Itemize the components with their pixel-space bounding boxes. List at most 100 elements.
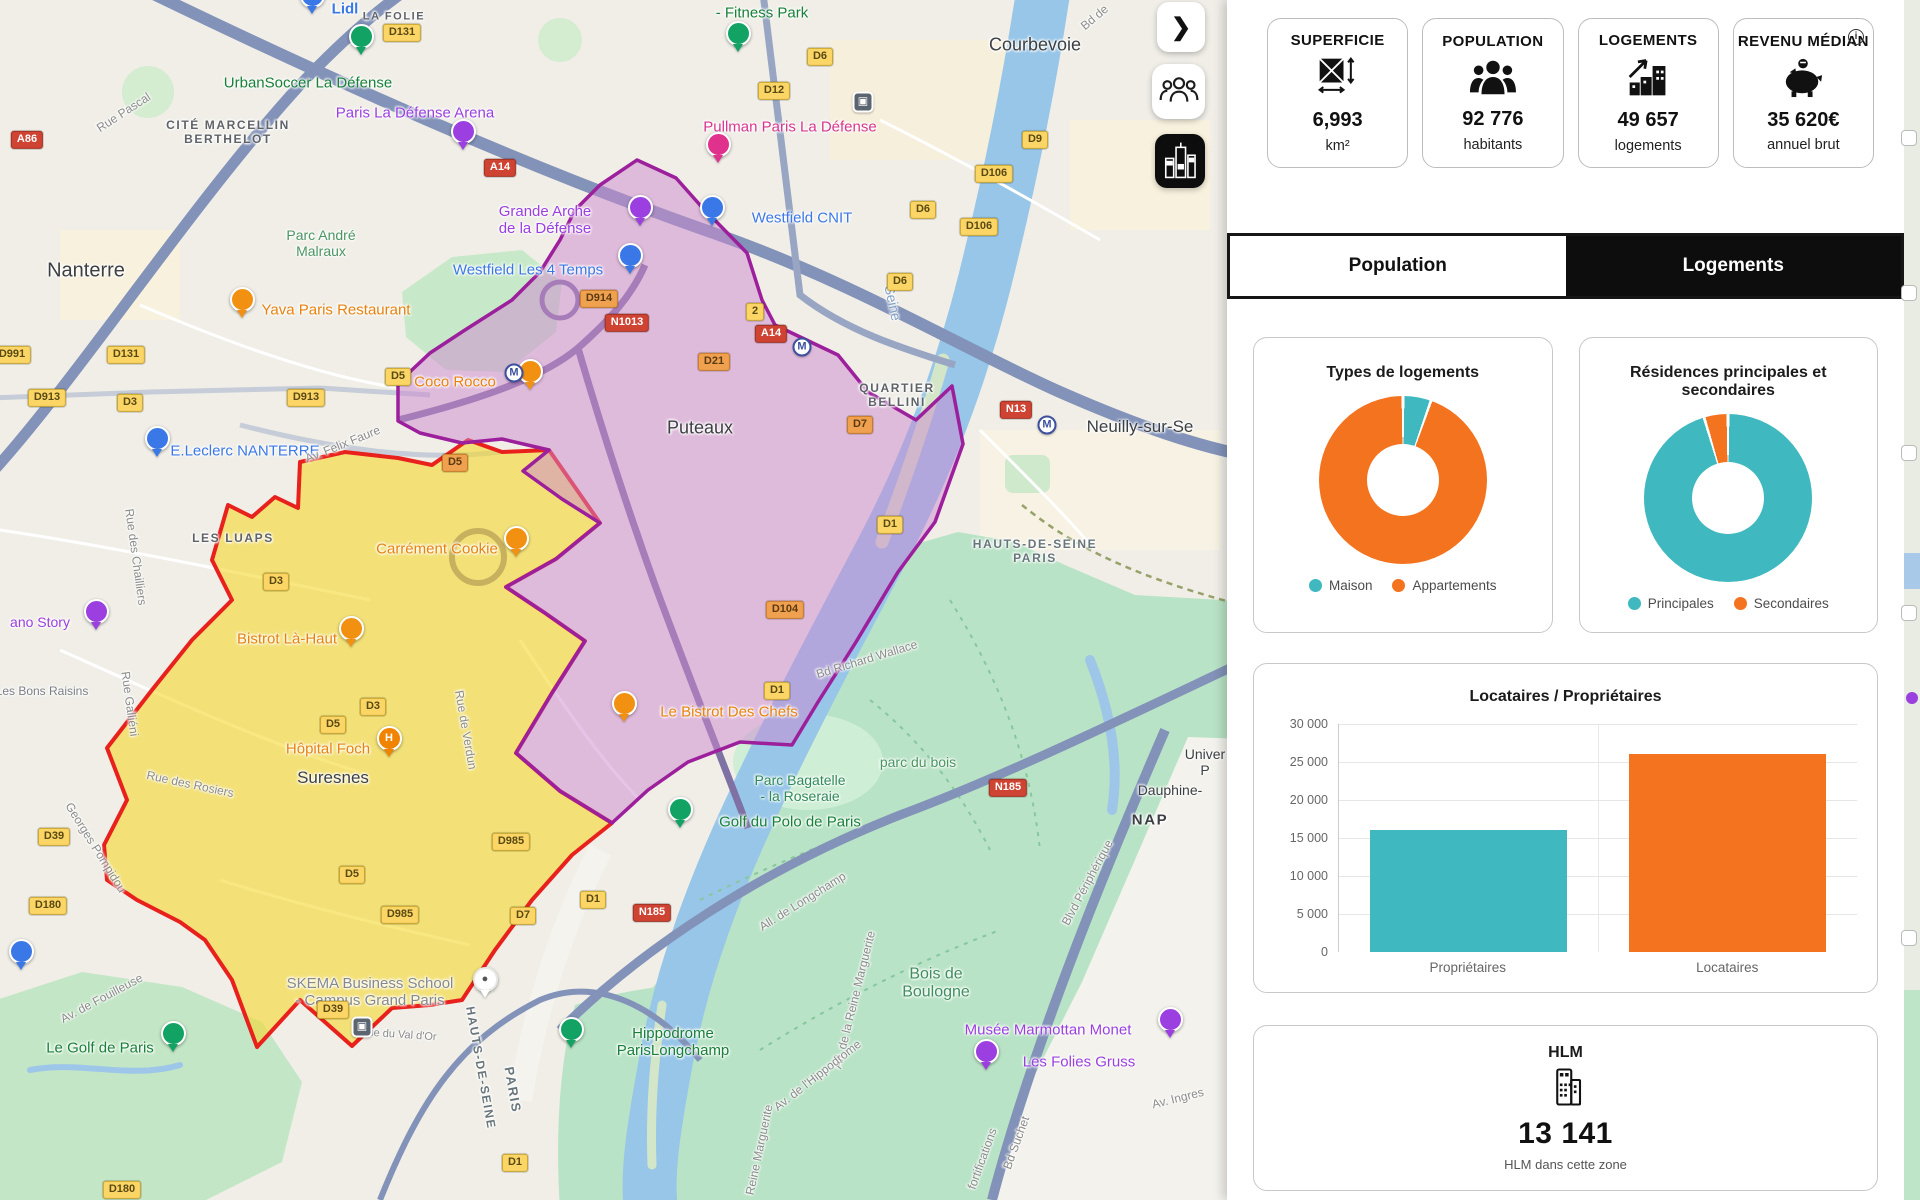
carrement-cookie-pin[interactable] <box>503 526 529 557</box>
road-a14-n13 <box>152 0 1232 458</box>
legend-item-maison[interactable]: Maison <box>1308 578 1372 593</box>
arena-pin[interactable] <box>450 119 476 150</box>
chart-card-residences: Résidences principales et secondaires Pr… <box>1578 337 1878 633</box>
chart-title: Types de logements <box>1326 364 1480 381</box>
urbansoccer-pin[interactable] <box>348 24 374 55</box>
westfield-cnit-pin[interactable] <box>699 195 725 226</box>
locker-pin[interactable] <box>8 939 34 970</box>
road-badge-D1: D1 <box>579 890 607 910</box>
park-golf-de-paris <box>0 972 302 1200</box>
road-badge-D180: D180 <box>102 1180 142 1200</box>
stat-caption: km² <box>1325 137 1350 154</box>
road-badge-N185: N185 <box>988 778 1028 798</box>
chart-legend: Principales Secondaires <box>1627 596 1829 611</box>
train-station-icon[interactable]: ▣ <box>351 1016 373 1038</box>
train-station-icon[interactable]: ▣ <box>852 91 874 113</box>
stats-sidebar: SUPERFICIE 6,993 km² POPULATION <box>1227 0 1904 1200</box>
stat-title: POPULATION <box>1442 33 1544 51</box>
road-badge-N13: N13 <box>999 400 1033 420</box>
legend-item-secondaires[interactable]: Secondaires <box>1733 596 1829 611</box>
yava-restaurant-pin[interactable] <box>229 287 255 318</box>
golf-polo-pin[interactable] <box>667 797 693 828</box>
info-icon[interactable]: i <box>1848 29 1864 45</box>
road-badge-D3: D3 <box>262 572 290 592</box>
bar-plot: 0 5 000 10 000 15 000 20 000 25 000 30 000 <box>1274 717 1857 959</box>
road-badge-D39: D39 <box>37 827 71 847</box>
chart-card-types-logements: Types de logements Maison Appartements <box>1253 337 1553 633</box>
legend-label: Principales <box>1647 596 1714 611</box>
road-badge-D3: D3 <box>359 697 387 717</box>
stat-caption: annuel brut <box>1767 137 1840 154</box>
metro-station-icon[interactable]: M <box>1037 415 1057 435</box>
road-badge-D985: D985 <box>380 905 420 925</box>
y-tick-label: 25 000 <box>1289 755 1328 769</box>
stat-card-logements: LOGEMENTS 49 657 logements <box>1577 18 1719 168</box>
group-icon <box>1159 74 1199 109</box>
gridline <box>1339 800 1857 801</box>
piggy-bank-icon <box>1780 56 1826 103</box>
stat-value: 49 657 <box>1617 109 1679 132</box>
buildings-layer-button[interactable] <box>1155 134 1205 188</box>
hlm-card: HLM 13 141 HLM dans cette zone <box>1253 1025 1878 1191</box>
stat-title: SUPERFICIE <box>1290 32 1385 50</box>
road-badge-D913: D913 <box>27 388 67 408</box>
small-park <box>538 18 582 62</box>
bar-propriétaires <box>1370 830 1567 952</box>
leclerc-pin[interactable] <box>144 426 170 457</box>
zone-purple-puteaux[interactable] <box>396 158 965 825</box>
y-tick-label: 5 000 <box>1296 907 1328 921</box>
legend-dot <box>1392 579 1406 592</box>
donut-chart-residences <box>1644 414 1813 582</box>
road-badge-A86: A86 <box>10 130 44 150</box>
legend-dot <box>1733 597 1747 610</box>
folies-gruss-pin[interactable] <box>973 1039 999 1070</box>
ano-story-pin[interactable] <box>83 599 109 630</box>
riverside-strip <box>508 844 611 1102</box>
road-badge-D914: D914 <box>579 289 619 309</box>
stat-caption: logements <box>1614 137 1682 154</box>
road-badge-D131: D131 <box>382 23 422 43</box>
pullman-hotel-pin[interactable] <box>705 132 731 163</box>
chart-title: Locataires / Propriétaires <box>1469 688 1662 705</box>
stat-cards-row: SUPERFICIE 6,993 km² POPULATION <box>1227 18 1904 168</box>
y-tick-label: 20 000 <box>1289 793 1328 807</box>
legend-item-principales[interactable]: Principales <box>1627 596 1714 611</box>
donut-hole <box>1692 462 1765 534</box>
stat-caption: habitants <box>1463 136 1523 153</box>
road-badge-D6: D6 <box>806 47 834 67</box>
tab-logements[interactable]: Logements <box>1565 236 1901 296</box>
collapse-panel-button[interactable]: ❯ <box>1157 2 1205 52</box>
stat-value: 6,993 <box>1312 109 1363 132</box>
westfield-4temps-pin[interactable] <box>617 243 643 274</box>
hopital-foch-pin[interactable]: H <box>376 726 402 757</box>
hippodrome-pin[interactable] <box>558 1017 584 1048</box>
hlm-value: 13 141 <box>1518 1117 1613 1150</box>
skema-pin[interactable]: ● <box>472 967 498 998</box>
tab-population[interactable]: Population <box>1230 236 1566 296</box>
chevron-right-icon: ❯ <box>1170 13 1192 41</box>
y-tick-label: 15 000 <box>1289 831 1328 845</box>
chart-title: Résidences principales et secondaires <box>1629 364 1827 399</box>
grande-arche-pin[interactable] <box>627 195 653 226</box>
road-badge-D1: D1 <box>763 681 791 701</box>
lidl-pin[interactable] <box>299 0 325 14</box>
fitness-park-pin[interactable] <box>725 21 751 52</box>
y-tick-label: 30 000 <box>1289 717 1328 731</box>
bistrot-la-haut-pin[interactable] <box>338 616 364 647</box>
bar-locataires <box>1629 754 1826 952</box>
x-category-label: Locataires <box>1696 960 1759 975</box>
legend-label: Secondaires <box>1753 596 1829 611</box>
metro-station-icon[interactable]: M <box>504 363 524 383</box>
legend-item-appartements[interactable]: Appartements <box>1392 578 1497 593</box>
marmottan-pin[interactable] <box>1157 1007 1183 1038</box>
bar-plot-area <box>1338 724 1857 952</box>
stat-title: REVENU MÉDIAN <box>1737 32 1869 50</box>
bistrot-des-chefs-pin[interactable] <box>611 691 637 722</box>
road-d913-west <box>0 385 431 401</box>
golf-de-paris-pin[interactable] <box>160 1021 186 1052</box>
metro-station-icon[interactable]: M <box>792 337 812 357</box>
population-layer-button[interactable] <box>1152 64 1205 119</box>
y-tick-label: 0 <box>1321 945 1328 959</box>
road-badge-D5: D5 <box>384 367 412 387</box>
